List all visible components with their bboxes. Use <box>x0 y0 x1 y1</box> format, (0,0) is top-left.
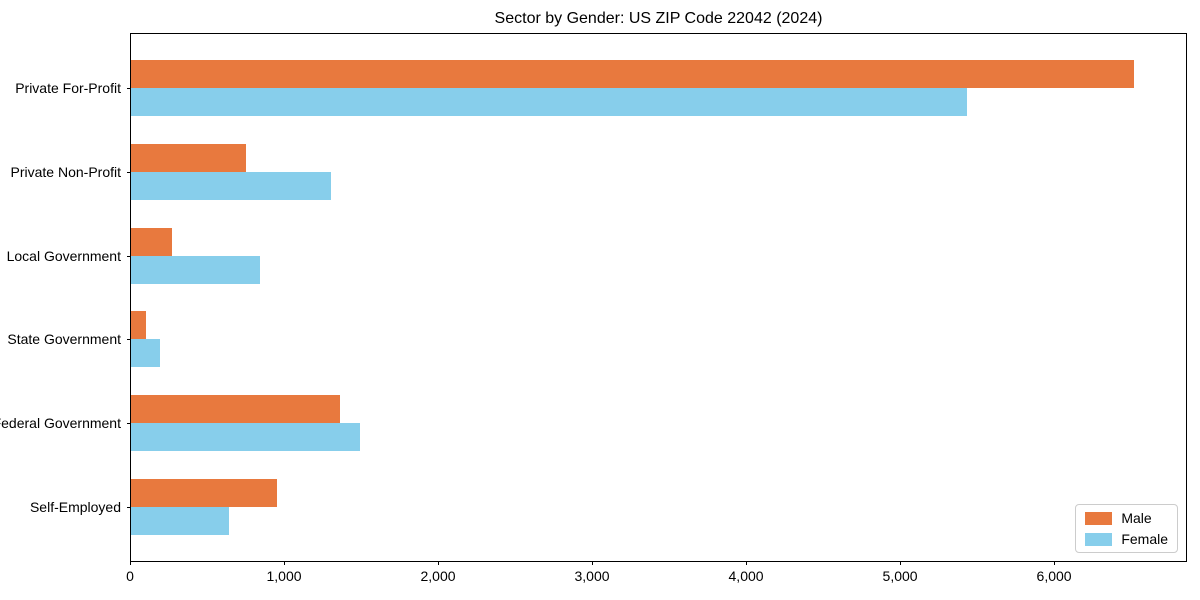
x-tick-mark <box>900 561 902 565</box>
bar-female <box>131 171 332 200</box>
y-tick-label: Private Non-Profit <box>10 163 121 180</box>
bar-male <box>131 227 172 256</box>
plot-area: Private For-Profit Private Non-Profit Loca… <box>0 33 1187 584</box>
x-tick-mark <box>746 561 748 565</box>
bar-female <box>131 255 261 284</box>
x-tick-label: 2,000 <box>420 568 456 584</box>
x-tick-mark <box>130 561 131 565</box>
category-row-1: Private For-Profit <box>15 46 1186 130</box>
y-tick-label: State Government <box>7 331 121 348</box>
category-row-4: State Government <box>7 297 1186 381</box>
legend-label: Female <box>1121 531 1168 547</box>
y-tick-mark <box>127 171 131 173</box>
x-tick-mark <box>284 561 285 565</box>
legend: Male Female <box>1075 504 1178 553</box>
bar-female <box>131 507 229 536</box>
x-tick-mark <box>592 561 594 565</box>
bar-female <box>131 87 968 116</box>
legend-label: Male <box>1121 510 1152 526</box>
y-tick-mark <box>127 507 131 509</box>
legend-entry-female: Female <box>1085 532 1168 546</box>
legend-patch-male <box>1085 511 1113 525</box>
y-tick-mark <box>127 255 131 257</box>
y-tick-label: Federal Government <box>0 415 121 432</box>
category-row-3: Local Government <box>7 214 1186 298</box>
category-row-2: Private Non-Profit <box>11 130 1186 214</box>
x-tick-label: 1,000 <box>266 568 302 584</box>
x-tick-label: 5,000 <box>882 568 918 584</box>
bar-female <box>131 339 161 368</box>
bar-female <box>131 423 361 452</box>
x-tick-label: 0 <box>126 568 134 584</box>
bar-male <box>131 143 246 172</box>
bar-male <box>131 59 1134 88</box>
x-tick-label: 6,000 <box>1036 568 1072 584</box>
y-tick-mark <box>127 87 131 89</box>
y-tick-label: Local Government <box>6 247 121 264</box>
bar-male <box>131 395 341 424</box>
y-tick-mark <box>127 339 131 341</box>
x-axis: 0 1,000 2,000 3,000 4,000 5,000 6,000 <box>126 561 1185 593</box>
category-row-5: Federal Government <box>0 381 1186 465</box>
legend-patch-female <box>1085 532 1113 546</box>
x-tick-mark <box>1054 561 1056 565</box>
x-tick-label: 4,000 <box>728 568 764 584</box>
bar-male <box>131 311 146 340</box>
category-row-6: Self-Employed <box>30 465 1186 549</box>
legend-entry-male: Male <box>1085 511 1168 525</box>
x-tick-mark <box>438 561 440 565</box>
y-tick-label: Private For-Profit <box>15 79 121 96</box>
y-tick-label: Self-Employed <box>29 499 121 516</box>
x-tick-label: 3,000 <box>574 568 610 584</box>
bars-layer: Private For-Profit Private Non-Profit Loca… <box>0 34 1186 561</box>
y-tick-mark <box>127 423 131 425</box>
bar-male <box>131 479 277 508</box>
chart-title: Sector by Gender: US ZIP Code 22042 (202… <box>494 10 823 27</box>
